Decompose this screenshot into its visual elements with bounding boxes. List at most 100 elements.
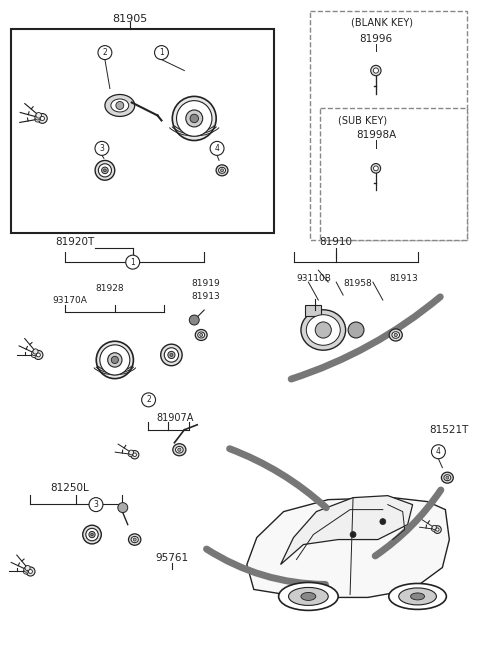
Circle shape — [89, 498, 103, 512]
Text: 81905: 81905 — [112, 14, 147, 24]
Circle shape — [33, 349, 38, 354]
Ellipse shape — [129, 534, 141, 545]
Ellipse shape — [198, 332, 204, 338]
Ellipse shape — [306, 314, 340, 345]
Circle shape — [371, 164, 381, 173]
Ellipse shape — [216, 165, 228, 176]
Ellipse shape — [131, 536, 138, 542]
Ellipse shape — [218, 167, 226, 174]
Ellipse shape — [86, 529, 98, 541]
Circle shape — [36, 353, 40, 357]
Ellipse shape — [315, 322, 331, 338]
Circle shape — [28, 570, 33, 573]
Ellipse shape — [170, 354, 173, 356]
Circle shape — [32, 350, 37, 356]
Text: 1: 1 — [159, 48, 164, 57]
Ellipse shape — [102, 167, 108, 174]
Text: 81913: 81913 — [191, 291, 220, 301]
Circle shape — [35, 117, 40, 122]
Ellipse shape — [220, 169, 224, 172]
Ellipse shape — [173, 443, 186, 456]
Text: 81958: 81958 — [343, 278, 372, 288]
Ellipse shape — [83, 525, 101, 544]
Ellipse shape — [278, 582, 338, 610]
Circle shape — [131, 451, 139, 459]
Ellipse shape — [410, 593, 424, 600]
Circle shape — [133, 453, 136, 457]
Bar — [320, 109, 467, 240]
Ellipse shape — [288, 588, 328, 605]
Text: 81928: 81928 — [95, 284, 124, 293]
Circle shape — [155, 46, 168, 60]
Ellipse shape — [444, 475, 451, 481]
Ellipse shape — [116, 102, 124, 109]
Circle shape — [373, 68, 378, 73]
Ellipse shape — [111, 356, 119, 364]
Circle shape — [128, 452, 133, 457]
Ellipse shape — [301, 310, 346, 350]
Ellipse shape — [186, 110, 203, 127]
Circle shape — [37, 113, 47, 123]
Circle shape — [432, 525, 436, 530]
Circle shape — [118, 502, 128, 513]
Ellipse shape — [133, 538, 136, 541]
Ellipse shape — [177, 101, 212, 136]
Circle shape — [34, 350, 43, 360]
Text: 81919: 81919 — [191, 278, 220, 288]
Circle shape — [129, 450, 133, 455]
Text: 1: 1 — [131, 257, 135, 267]
Text: 2: 2 — [103, 48, 108, 57]
Circle shape — [433, 526, 441, 533]
Circle shape — [432, 527, 436, 531]
Text: 3: 3 — [99, 144, 104, 153]
Circle shape — [24, 569, 28, 574]
Ellipse shape — [200, 333, 203, 337]
Text: 81913: 81913 — [390, 274, 419, 282]
Ellipse shape — [442, 472, 453, 483]
Text: 95761: 95761 — [156, 553, 189, 563]
Circle shape — [36, 113, 41, 118]
Bar — [311, 10, 467, 240]
Ellipse shape — [105, 94, 135, 117]
Polygon shape — [281, 496, 413, 565]
Circle shape — [348, 322, 364, 338]
Ellipse shape — [392, 331, 399, 338]
Ellipse shape — [96, 341, 133, 379]
Text: 4: 4 — [215, 144, 219, 153]
Ellipse shape — [98, 164, 111, 177]
Ellipse shape — [394, 333, 397, 337]
Text: 93170A: 93170A — [52, 295, 87, 305]
Circle shape — [98, 46, 112, 60]
Ellipse shape — [389, 584, 446, 609]
Text: 3: 3 — [94, 500, 98, 509]
Ellipse shape — [104, 169, 106, 172]
Ellipse shape — [446, 476, 449, 479]
Ellipse shape — [176, 447, 183, 453]
Circle shape — [26, 567, 35, 576]
Ellipse shape — [161, 344, 182, 365]
Ellipse shape — [89, 531, 95, 538]
Circle shape — [371, 66, 381, 76]
Ellipse shape — [91, 533, 93, 536]
Ellipse shape — [100, 345, 130, 375]
Text: 81907A: 81907A — [156, 413, 194, 423]
Text: 81910: 81910 — [320, 237, 353, 247]
Circle shape — [189, 315, 199, 325]
Circle shape — [25, 565, 30, 571]
Ellipse shape — [172, 96, 216, 140]
Polygon shape — [247, 498, 449, 597]
Ellipse shape — [301, 592, 316, 601]
Circle shape — [380, 519, 386, 525]
Text: 2: 2 — [146, 396, 151, 404]
Circle shape — [432, 445, 445, 458]
Ellipse shape — [168, 351, 175, 358]
Circle shape — [40, 117, 45, 121]
Ellipse shape — [389, 329, 402, 341]
Circle shape — [24, 567, 29, 572]
Circle shape — [373, 166, 378, 171]
Ellipse shape — [95, 160, 115, 180]
Bar — [11, 29, 274, 233]
Circle shape — [142, 393, 156, 407]
Text: 4: 4 — [436, 447, 441, 457]
Circle shape — [210, 141, 224, 155]
